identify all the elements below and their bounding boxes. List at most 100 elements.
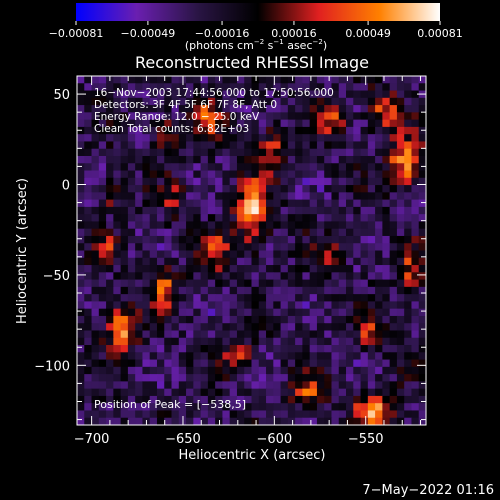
heatmap-cell: [396, 279, 405, 288]
heatmap-cell: [331, 126, 340, 135]
heatmap-cell: [164, 417, 173, 425]
heatmap-cell: [338, 250, 347, 259]
heatmap-cell: [178, 170, 187, 179]
heatmap-cell: [411, 265, 420, 273]
heatmap-cell: [149, 345, 158, 353]
heatmap-cell: [396, 221, 405, 230]
heatmap-cell: [193, 286, 202, 295]
heatmap-cell: [360, 330, 369, 339]
heatmap-cell: [338, 221, 347, 230]
heatmap-cell: [346, 279, 354, 288]
heatmap-cell: [84, 105, 93, 113]
heatmap-cell: [396, 199, 405, 208]
heatmap-cell: [229, 308, 238, 317]
heatmap-cell: [215, 395, 224, 404]
heatmap-cell: [316, 294, 325, 302]
heatmap-cell: [135, 359, 144, 368]
heatmap-cell: [375, 83, 383, 92]
heatmap-cell: [273, 97, 282, 106]
heatmap-cell: [258, 112, 267, 121]
heatmap-cell: [156, 83, 165, 92]
heatmap-cell: [411, 235, 420, 244]
heatmap-cell: [302, 134, 311, 143]
info-line: Detectors: 3F 4F 5F 6F 7F 8F, Att 0: [94, 99, 277, 111]
heatmap-cell: [353, 286, 362, 295]
heatmap-cell: [404, 395, 413, 404]
heatmap-cell: [222, 177, 231, 186]
heatmap-cell: [200, 163, 209, 172]
heatmap-cell: [309, 359, 318, 368]
heatmap-cell: [200, 388, 209, 397]
heatmap-cell: [244, 345, 253, 353]
heatmap-cell: [98, 97, 107, 106]
heatmap-cell: [91, 177, 100, 186]
heatmap-cell: [382, 257, 391, 266]
heatmap-cell: [186, 381, 194, 390]
heatmap-cell: [84, 119, 93, 128]
heatmap-cell: [156, 155, 165, 164]
heatmap-cell: [360, 235, 369, 244]
heatmap-cell: [251, 192, 260, 201]
heatmap-cell: [287, 214, 296, 223]
heatmap-cell: [156, 272, 165, 281]
heatmap-cell: [266, 345, 274, 353]
heatmap-cell: [404, 308, 413, 317]
heatmap-cell: [295, 148, 303, 157]
heatmap-cell: [389, 90, 398, 99]
heatmap-cell: [222, 359, 231, 368]
heatmap-cell: [316, 257, 325, 266]
heatmap-cell: [360, 410, 369, 419]
info-line: Energy Range: 12.0 − 25.0 keV: [94, 111, 260, 123]
heatmap-cell: [375, 170, 383, 179]
heatmap-cell: [149, 112, 158, 121]
heatmap-cell: [411, 199, 420, 208]
heatmap-cell: [113, 83, 122, 92]
heatmap-cell: [316, 286, 325, 295]
heatmap-cell: [251, 279, 260, 288]
heatmap-cell: [280, 374, 289, 382]
heatmap-cell: [331, 410, 340, 419]
heatmap-cell: [164, 374, 173, 382]
heatmap-cell: [389, 199, 398, 208]
heatmap-cell: [215, 243, 224, 252]
heatmap-cell: [91, 279, 100, 288]
heatmap-cell: [215, 126, 224, 135]
heatmap-cell: [346, 315, 354, 324]
heatmap-cell: [84, 185, 93, 193]
heatmap-cell: [302, 192, 311, 201]
heatmap-cell: [193, 301, 202, 310]
heatmap-cell: [127, 206, 136, 215]
heatmap-cell: [98, 366, 107, 375]
heatmap-cell: [266, 235, 274, 244]
heatmap-cell: [244, 257, 253, 266]
heatmap-cell: [149, 359, 158, 368]
heatmap-cell: [120, 76, 129, 84]
heatmap-cell: [258, 243, 267, 252]
heatmap-cell: [84, 395, 93, 404]
heatmap-cell: [280, 330, 289, 339]
heatmap-cell: [353, 374, 362, 382]
heatmap-cell: [360, 199, 369, 208]
heatmap-cell: [120, 192, 129, 201]
heatmap-cell: [207, 403, 216, 412]
heatmap-cell: [287, 105, 296, 113]
heatmap-cell: [280, 381, 289, 390]
heatmap-cell: [287, 257, 296, 266]
heatmap-cell: [84, 308, 93, 317]
heatmap-cell: [77, 315, 85, 324]
heatmap-cell: [113, 126, 122, 135]
heatmap-cell: [84, 337, 93, 346]
heatmap-cell: [295, 345, 303, 353]
heatmap-cell: [244, 199, 253, 208]
heatmap-cell: [258, 134, 267, 143]
heatmap-cell: [77, 235, 85, 244]
heatmap-cell: [84, 410, 93, 419]
heatmap-cell: [266, 170, 274, 179]
heatmap-cell: [98, 119, 107, 128]
heatmap-cell: [229, 119, 238, 128]
heatmap-cell: [251, 352, 260, 361]
heatmap-cell: [338, 272, 347, 281]
heatmap-cell: [207, 90, 216, 99]
heatmap-cell: [164, 345, 173, 353]
heatmap-cell: [418, 410, 426, 419]
